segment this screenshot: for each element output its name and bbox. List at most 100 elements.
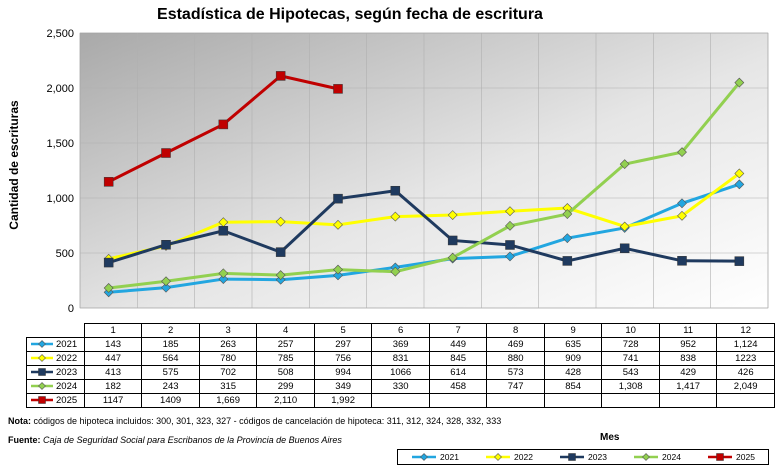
data-point-2025: [218, 119, 229, 130]
table-row: 2025 1147 1409 1,669 2,110 1,992: [26, 393, 775, 408]
series-2024: [103, 77, 745, 293]
data-point-2024: [218, 268, 229, 279]
data-point-2021: [505, 251, 515, 262]
legend-swatch-2023: [31, 368, 53, 377]
data-point-2023: [390, 185, 401, 196]
data-point-2023: [275, 247, 286, 257]
table-cell: 635: [543, 337, 603, 352]
table-cell: 349: [313, 379, 373, 394]
data-point-2023: [103, 257, 114, 268]
chart-title: Estadística de Hipotecas, según fecha de…: [157, 6, 543, 23]
data-point-2025: [161, 148, 171, 158]
table-cell: 838: [658, 351, 718, 366]
table-cell: 1,308: [601, 379, 660, 394]
table-cell: 880: [486, 351, 545, 366]
data-point-2022: [677, 210, 687, 221]
table-cell: 369: [371, 337, 430, 352]
data-point-2021: [161, 282, 171, 293]
table-cell: 1,124: [716, 337, 775, 352]
table-row: 2022 447 564 780 785 756 831 845 880 909 741 838 122…: [26, 351, 775, 366]
data-point-2024: [161, 276, 171, 287]
data-point-2023: [447, 235, 458, 246]
table-cell: 263: [198, 337, 258, 352]
month-header: 5: [313, 323, 373, 338]
table-cell: 543: [601, 365, 660, 380]
data-point-2023: [562, 256, 573, 266]
table-cell: 1409: [141, 393, 200, 408]
data-point-2023: [677, 256, 687, 266]
data-point-2025: [103, 177, 114, 187]
data-point-2024: [275, 270, 286, 281]
table-cell: 831: [371, 351, 430, 366]
table-cell: 1147: [83, 393, 143, 408]
month-header: 7: [428, 323, 488, 338]
table-cell: 994: [313, 365, 373, 380]
data-point-2024: [447, 252, 458, 263]
table-cell: 458: [428, 379, 488, 394]
series-line-2024: [108, 81, 741, 290]
legend-label: 2023: [588, 452, 607, 462]
legend-marker-2021: [38, 340, 46, 349]
table-cell: 243: [141, 379, 200, 394]
table-cell: 785: [256, 351, 315, 366]
data-point-2022: [390, 211, 401, 222]
table-cell: 182: [83, 379, 143, 394]
table-cell: 728: [601, 337, 660, 352]
legend-swatch-2021: [31, 340, 53, 349]
data-point-2023: [505, 240, 515, 250]
x-axis-label: Mes: [600, 432, 620, 443]
legend-swatch-2025: [708, 453, 733, 461]
table-cell: 297: [313, 337, 373, 352]
y-tick-label: 500: [56, 248, 74, 260]
series-label: 2024: [26, 379, 85, 394]
table-cell: 780: [198, 351, 258, 366]
y-tick-label: 2,000: [46, 83, 74, 95]
table-cell: 1,669: [198, 393, 258, 408]
month-header: 1: [83, 323, 143, 338]
table-cell: 449: [428, 337, 488, 352]
legend-swatch-2024: [31, 382, 53, 391]
data-point-2024: [333, 264, 343, 275]
table-cell: [716, 393, 775, 408]
data-point-2023: [218, 226, 229, 236]
legend-marker-2025: [716, 453, 724, 461]
table-cell: 756: [313, 351, 373, 366]
table-cell: 330: [371, 379, 430, 394]
table-cell: 1,992: [313, 393, 373, 408]
series-label: 2022: [26, 351, 85, 366]
line-chart: 0 500 1,000 1,500 2,000 2,500 Cantidad de esc…: [7, 28, 769, 315]
legend-swatch-2023: [560, 453, 585, 461]
table-cell: 508: [256, 365, 315, 380]
y-tick-label: 1,000: [46, 193, 74, 205]
series-2023: [103, 185, 745, 268]
table-header-row: 1 2 3 4 5 6 7 8 9 10 11 12: [26, 323, 775, 338]
legend-marker-2022: [38, 354, 46, 363]
legend-item-2024: 2024: [633, 452, 681, 462]
table-row: 2021 143 185 263 257 297 369 449 469 635 728 952 1,1…: [26, 337, 775, 352]
data-point-2023: [619, 243, 630, 254]
legend-swatch-2021: [412, 453, 437, 461]
table-cell: [601, 393, 660, 408]
series-label: 2023: [26, 365, 85, 380]
legend-swatch-2025: [31, 396, 53, 405]
month-header: 10: [601, 323, 660, 338]
legend-marker-2024: [38, 382, 46, 391]
table-cell: 575: [141, 365, 200, 380]
data-point-2024: [677, 147, 687, 158]
data-point-2024: [103, 283, 114, 293]
table-row: 2024 182 243 315 299 349 330 458 747 854 1,308 1,41…: [26, 379, 775, 394]
table-cell: 854: [543, 379, 603, 394]
legend-item-2022: 2022: [485, 452, 533, 462]
table-cell: [371, 393, 430, 408]
table-cell: 315: [198, 379, 258, 394]
legend: 2021 2022 2023 2024 2025: [397, 449, 769, 465]
legend-label: 2025: [736, 452, 755, 462]
table-cell: 909: [543, 351, 603, 366]
legend-marker-2023: [568, 453, 576, 461]
legend-label: 2021: [440, 452, 459, 462]
series-2025: [103, 71, 343, 187]
month-header: 11: [658, 323, 718, 338]
data-point-2023: [734, 256, 745, 266]
table-cell: 2,049: [716, 379, 775, 394]
table-row: 2023 413 575 702 508 994 1066 614 573 428 543 429 42…: [26, 365, 775, 380]
